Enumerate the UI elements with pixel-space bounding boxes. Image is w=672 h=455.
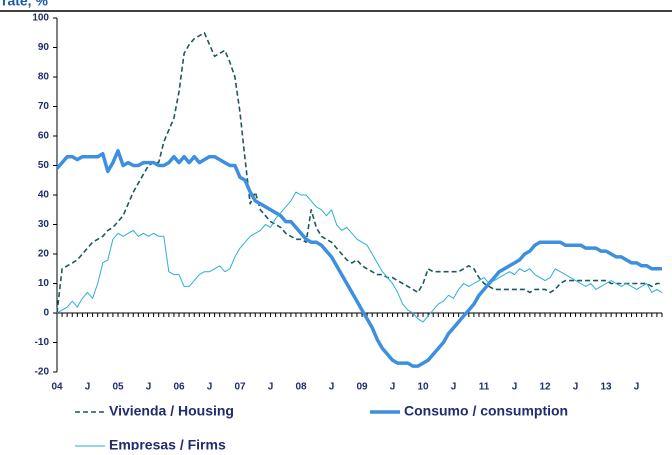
x-tick-label: J <box>451 382 457 393</box>
y-tick-label: 0 <box>43 308 49 319</box>
x-tick-label: 08 <box>295 382 307 393</box>
x-tick-label: 10 <box>417 382 429 393</box>
y-tick-label: 100 <box>32 13 49 24</box>
x-tick-label: 06 <box>173 382 185 393</box>
y-tick-label: 50 <box>38 160 50 171</box>
y-tick-label: 10 <box>38 278 50 289</box>
y-tick-label: -20 <box>35 367 50 378</box>
x-tick-label: 13 <box>601 382 613 393</box>
legend-label: Empresas / Firms <box>109 437 226 450</box>
y-tick-label: 90 <box>38 42 50 53</box>
x-tick-label: J <box>85 382 91 393</box>
x-tick-label: J <box>634 382 640 393</box>
x-tick-label: J <box>573 382 579 393</box>
x-tick-label: 07 <box>234 382 246 393</box>
x-tick-label: J <box>390 382 396 393</box>
x-tick-label: J <box>512 382 518 393</box>
legend-label: Consumo / consumption <box>404 403 568 419</box>
x-tick-label: J <box>146 382 152 393</box>
series-line <box>56 31 662 314</box>
x-tick-label: 12 <box>540 382 552 393</box>
y-tick-label: 40 <box>38 190 50 201</box>
y-tick-label: 70 <box>38 101 50 112</box>
series-line <box>56 191 663 323</box>
x-tick-label: J <box>268 382 274 393</box>
y-tick-label: -10 <box>35 337 50 348</box>
y-tick-label: 20 <box>38 249 50 260</box>
x-tick-label: 05 <box>112 382 124 393</box>
x-tick-label: J <box>207 382 213 393</box>
chart-title: rate, % <box>2 0 48 9</box>
y-tick-label: 30 <box>38 219 50 230</box>
series-line <box>55 149 662 368</box>
y-tick-label: 60 <box>38 131 50 142</box>
x-tick-label: 11 <box>479 382 490 393</box>
y-tick-label: 80 <box>38 72 50 83</box>
x-tick-label: J <box>329 382 335 393</box>
x-tick-label: 04 <box>51 382 63 393</box>
x-tick-label: 09 <box>356 382 368 393</box>
legend-label: Vivienda / Housing <box>109 403 234 419</box>
